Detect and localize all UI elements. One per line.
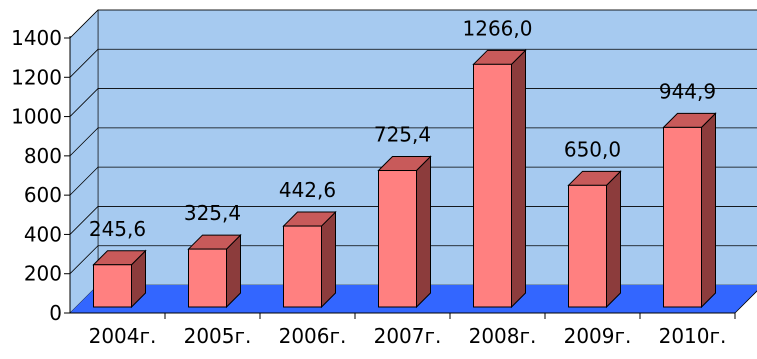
x-category-label: 2008г. xyxy=(469,324,537,348)
data-label: 325,4 xyxy=(184,201,241,225)
x-category-label: 2007г. xyxy=(374,324,442,348)
bar-side-2008г. xyxy=(511,49,526,309)
data-label: 725,4 xyxy=(374,123,431,147)
x-category-label: 2004г. xyxy=(89,324,157,348)
gridline xyxy=(69,245,757,274)
y-tick-label: 0 xyxy=(49,301,62,325)
bar-2009г. xyxy=(568,184,607,308)
x-category-label: 2005г. xyxy=(184,324,252,348)
x-category-label: 2006г. xyxy=(279,324,347,348)
y-tick-label: 800 xyxy=(24,144,62,168)
data-label: 442,6 xyxy=(279,178,336,202)
gridline xyxy=(69,88,757,117)
bar-2008г. xyxy=(473,63,512,308)
bar-2006г. xyxy=(283,225,322,308)
x-category-label: 2009г. xyxy=(564,324,632,348)
gridline xyxy=(69,48,757,78)
bar-side-2010г. xyxy=(701,112,716,309)
y-tick-label: 1200 xyxy=(11,65,62,89)
data-label: 245,6 xyxy=(89,217,146,241)
y-tick-label: 1400 xyxy=(11,26,62,50)
x-category-label: 2010г. xyxy=(659,324,727,348)
y-tick-label: 1000 xyxy=(11,105,62,129)
y-tick-label: 600 xyxy=(24,183,62,207)
gridline xyxy=(69,127,757,157)
bar-side-2007г. xyxy=(416,155,431,309)
gridline xyxy=(69,206,757,235)
y-tick-label: 400 xyxy=(24,222,62,246)
bar-2007г. xyxy=(378,170,417,308)
gridline xyxy=(69,9,757,39)
y-tick-label: 200 xyxy=(24,262,62,286)
bar-2010г. xyxy=(663,126,702,308)
floor-edge xyxy=(734,290,757,314)
gridline xyxy=(69,166,757,196)
bar-side-2009г. xyxy=(606,170,621,309)
data-label: 944,9 xyxy=(659,79,716,103)
bar-side-2006г. xyxy=(321,210,336,309)
bar-2005г. xyxy=(188,248,227,308)
data-label: 1266,0 xyxy=(463,16,533,40)
bar-2004г. xyxy=(93,264,132,308)
data-label: 650,0 xyxy=(564,137,621,161)
